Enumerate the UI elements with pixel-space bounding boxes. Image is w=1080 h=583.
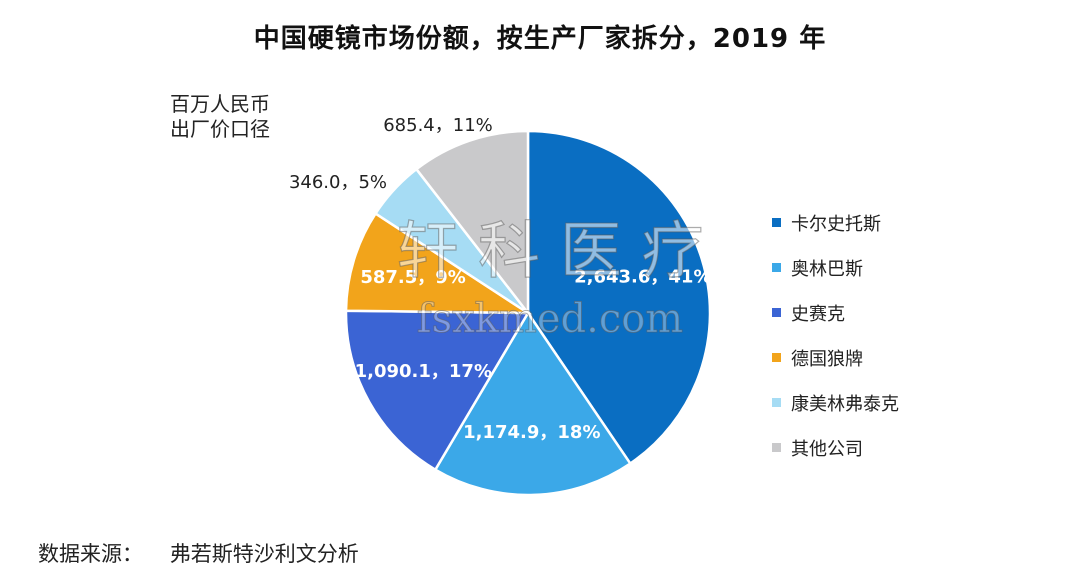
- legend-item-2: 奥林巴斯: [772, 245, 899, 290]
- pie-slice-6: [414, 129, 530, 317]
- pie-slice-2: [433, 310, 633, 497]
- legend-item-6: 其他公司: [772, 425, 899, 470]
- data-label-5: 346.0，5%: [289, 172, 387, 193]
- pie-slice-3: [344, 309, 531, 472]
- chart-title: 中国硬镜市场份额，按生产厂家拆分，2019 年: [253, 24, 827, 54]
- pie-slice-4: [344, 211, 533, 315]
- data-label-3: 1,090.1，17%: [355, 361, 492, 382]
- data-label-4: 587.5，9%: [360, 267, 466, 288]
- legend-swatch: [772, 308, 781, 317]
- legend-label: 卡尔史托斯: [791, 213, 881, 235]
- data-label-1: 2,643.6，41%: [574, 267, 711, 288]
- legend-swatch: [772, 443, 781, 452]
- legend-label: 史赛克: [791, 303, 845, 325]
- legend-item-1: 卡尔史托斯: [772, 200, 899, 245]
- data-label-6: 685.4，11%: [383, 115, 493, 136]
- legend-item-5: 康美林弗泰克: [772, 380, 899, 425]
- legend-label: 康美林弗泰克: [791, 393, 899, 415]
- legend-item-3: 史赛克: [772, 290, 899, 335]
- legend-swatch: [772, 218, 781, 227]
- legend-swatch: [772, 398, 781, 407]
- pie-slice-1: [526, 129, 712, 466]
- source-note: 数据来源： 弗若斯特沙利文分析: [38, 542, 359, 566]
- legend-item-4: 德国狼牌: [772, 335, 899, 380]
- legend-label: 奥林巴斯: [791, 258, 863, 280]
- unit-label-line-2: 出厂价口径: [170, 117, 270, 141]
- legend: 卡尔史托斯奥林巴斯史赛克德国狼牌康美林弗泰克 其他公司: [772, 200, 899, 470]
- legend-label: 其他公司: [791, 438, 863, 460]
- unit-label: 百万人民币 出厂价口径: [170, 92, 270, 142]
- legend-label: 德国狼牌: [791, 348, 863, 370]
- data-label-2: 1,174.9，18%: [463, 422, 600, 443]
- legend-swatch: [772, 353, 781, 362]
- unit-label-line-1: 百万人民币: [170, 92, 270, 116]
- legend-swatch: [772, 263, 781, 272]
